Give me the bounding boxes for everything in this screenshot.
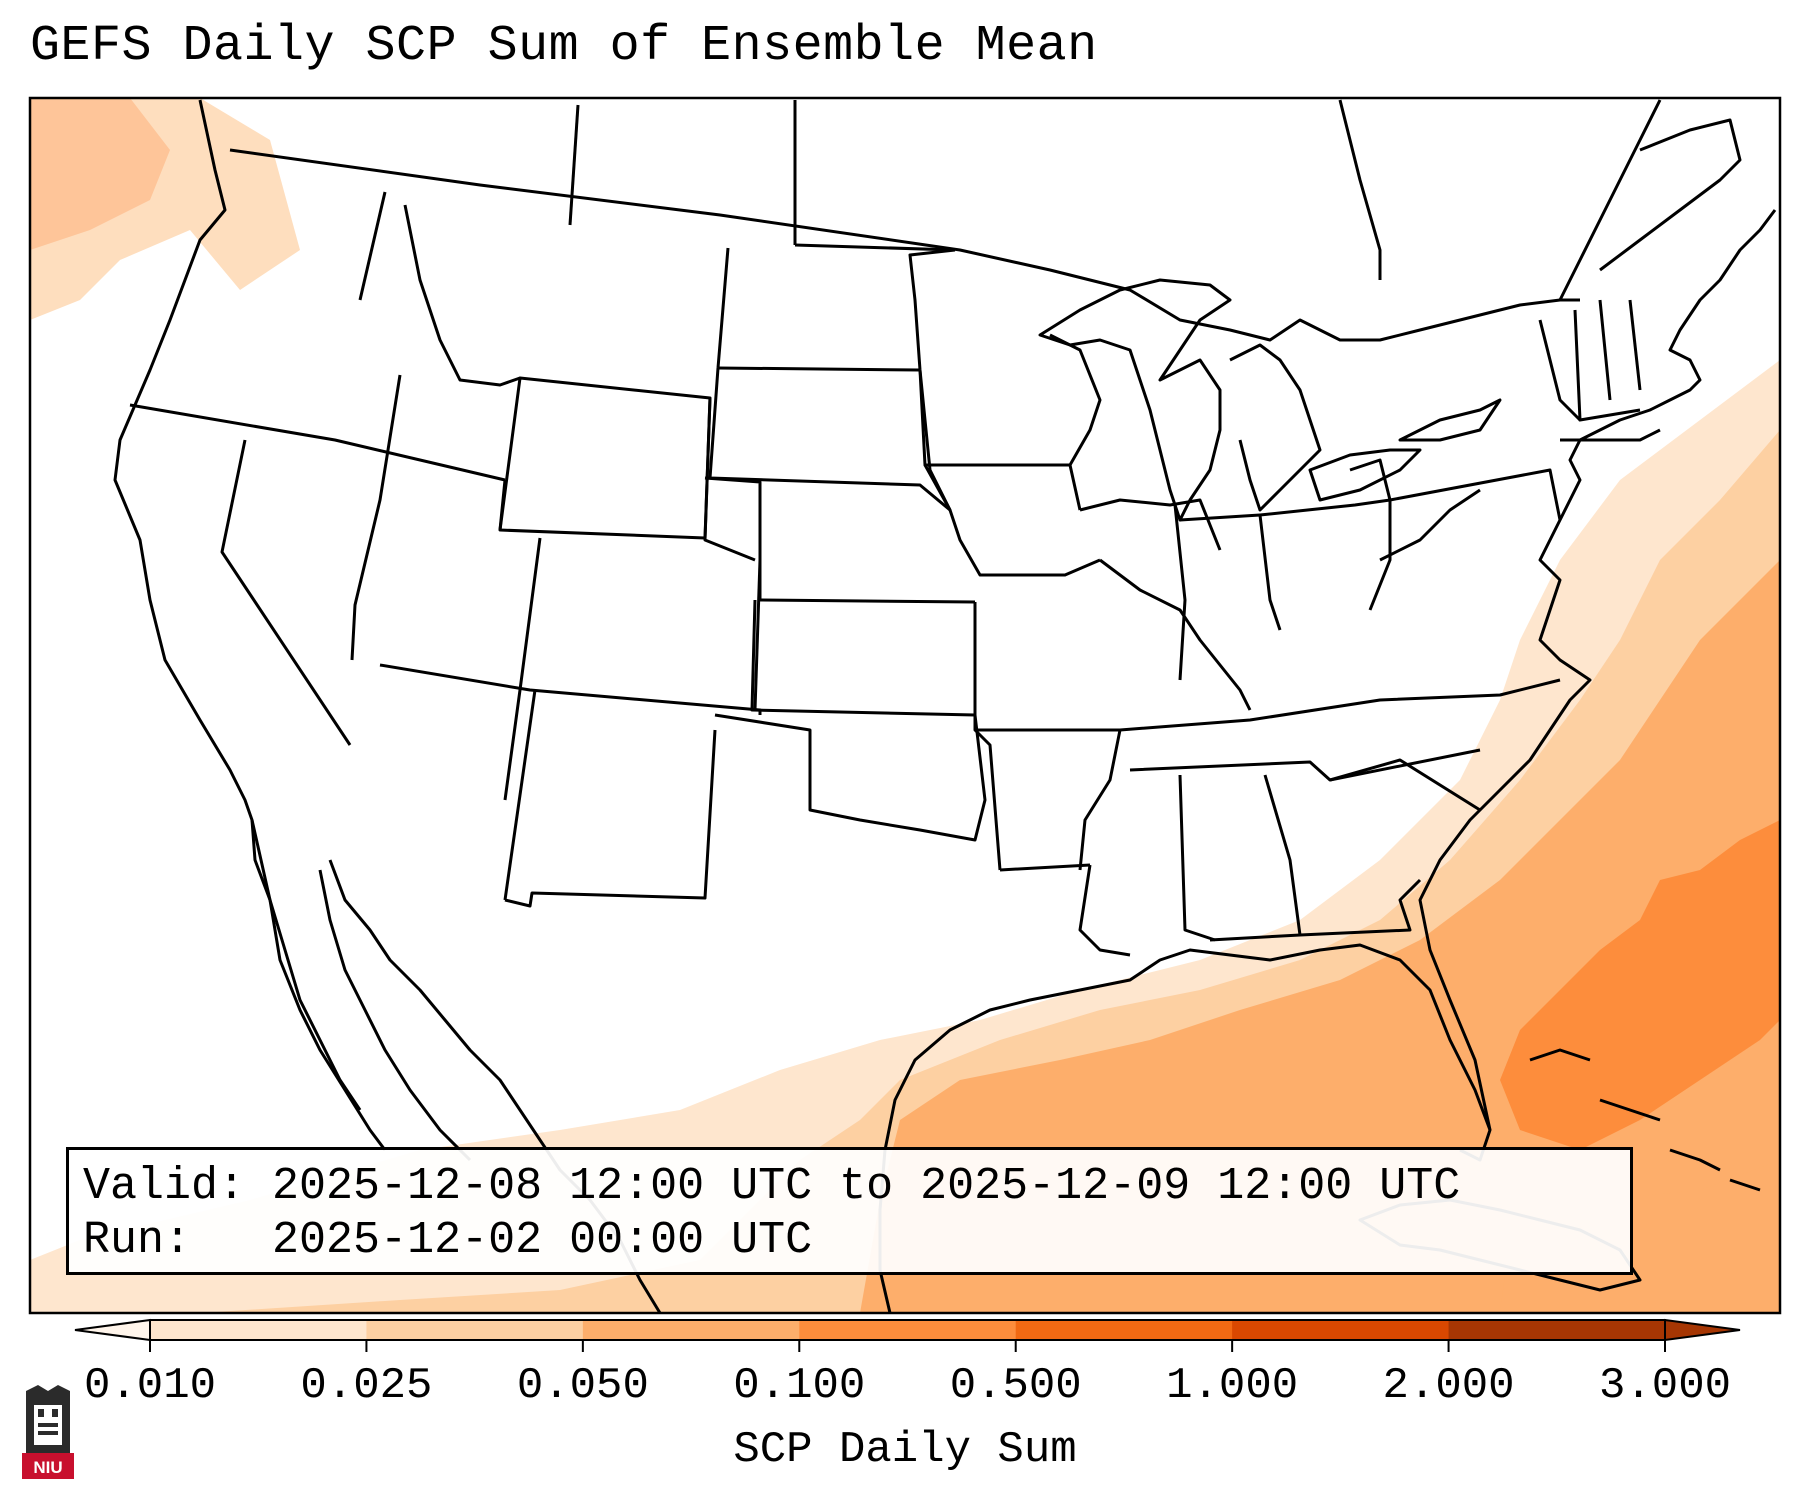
gulf-coastline [878, 943, 1492, 1314]
colorbar-extend-max [1664, 1318, 1741, 1342]
colorbar-segment [1448, 1320, 1666, 1340]
colorbar-segment [1015, 1320, 1233, 1340]
colorbar-segment [582, 1320, 800, 1340]
logo-text: NIU [33, 1458, 62, 1477]
colorbar-label: SCP Daily Sum [733, 1425, 1077, 1475]
colorbar-segment [150, 1320, 367, 1340]
colorbar-segment [366, 1320, 584, 1340]
valid-label: Valid: [83, 1161, 246, 1212]
niu-logo: NIU [22, 1385, 74, 1479]
colorbar-tick-label: 0.025 [300, 1361, 433, 1411]
pacific-coastline [113, 99, 362, 1111]
valid-time: 2025-12-08 12:00 UTC to 2025-12-09 12:00… [272, 1161, 1461, 1212]
run-time: 2025-12-02 00:00 UTC [272, 1215, 813, 1266]
colorbar-tick-label: 3.000 [1598, 1361, 1732, 1411]
colorbar-tick-label: 0.500 [949, 1361, 1082, 1411]
colorbar-tick-label: 0.050 [516, 1361, 649, 1411]
colorbar-segment [799, 1320, 1017, 1340]
run-label: Run: [83, 1215, 192, 1266]
colorbar-tick-label: 0.010 [83, 1361, 217, 1411]
colorbar-tick-label: 2.000 [1382, 1361, 1515, 1411]
colorbar-tick-label: 1.000 [1166, 1361, 1299, 1411]
valid-run-info-box: Valid: 2025-12-08 12:00 UTC to 2025-12-0… [66, 1147, 1633, 1275]
colorbar-tick-label: 0.100 [733, 1361, 866, 1411]
map-frame [28, 96, 1782, 1315]
us-canada-border [229, 148, 1580, 342]
colorbar [74, 1318, 1741, 1352]
shading-atlantic-peak [1500, 820, 1780, 1150]
scp-shading [30, 98, 1780, 1313]
great-lakes [1038, 278, 1232, 522]
colorbar-segment [1232, 1320, 1450, 1340]
colorbar-outline [149, 1319, 1666, 1341]
map-title: GEFS Daily SCP Sum of Ensemble Mean [30, 18, 1098, 75]
colorbar-extend-min [74, 1318, 151, 1342]
baja-coastline [250, 819, 387, 1151]
